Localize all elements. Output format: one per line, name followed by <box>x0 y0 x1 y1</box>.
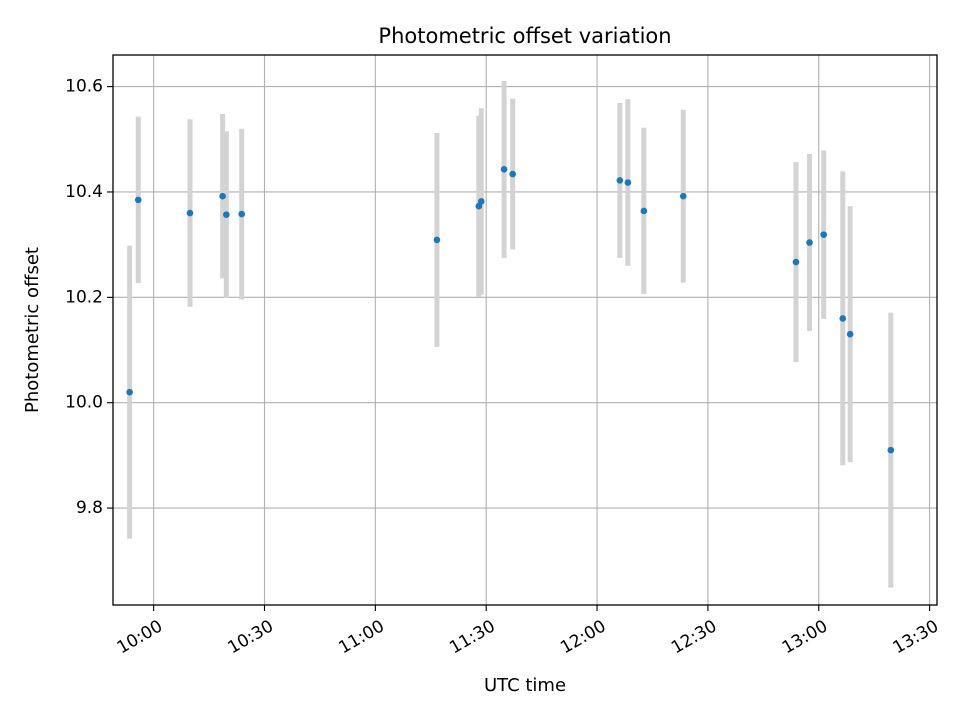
y-tick-label: 9.8 <box>76 498 103 518</box>
x-axis-label: UTC time <box>484 675 566 696</box>
data-point <box>477 198 485 205</box>
data-point <box>134 196 142 204</box>
x-tick-label: 11:00 <box>335 616 387 658</box>
y-tick-label: 10.4 <box>65 182 103 202</box>
grid-lines <box>113 55 937 605</box>
x-tick-label: 10:00 <box>114 616 166 658</box>
data-point <box>223 211 230 218</box>
y-tick-label: 10.0 <box>65 393 103 413</box>
data-point <box>616 177 624 184</box>
data-point <box>433 236 441 244</box>
chart-title: Photometric offset variation <box>378 24 671 48</box>
data-point <box>624 179 632 186</box>
data-point <box>820 231 827 238</box>
data-point <box>792 258 800 266</box>
y-tick-label: 10.6 <box>65 77 103 97</box>
error-bars <box>127 80 894 588</box>
x-tick-label: 10:30 <box>225 616 277 658</box>
x-tick-label: 11:30 <box>446 616 498 658</box>
x-tick-label: 13:30 <box>890 616 942 658</box>
data-point <box>219 192 226 200</box>
data-point <box>679 192 687 200</box>
x-tick-label: 12:00 <box>557 616 609 658</box>
plot-frame <box>112 54 938 606</box>
data-point <box>839 315 847 322</box>
x-tick-label: 13:00 <box>779 616 831 658</box>
data-point <box>509 170 516 178</box>
y-axis-ticks: 9.8 10.0 10.2 10.4 10.6 <box>65 77 113 518</box>
x-axis-ticks: 10:00 10:30 11:00 11:30 12:00 12:30 13:00 13:30 <box>114 605 942 658</box>
data-point <box>126 388 133 396</box>
y-axis-label: Photometric offset <box>22 247 43 413</box>
data-points <box>126 166 895 454</box>
data-point <box>846 330 854 338</box>
x-tick-label: 12:30 <box>668 616 720 658</box>
data-point <box>806 239 813 246</box>
data-point <box>186 209 194 217</box>
data-point <box>238 210 246 218</box>
y-tick-label: 10.2 <box>65 287 103 307</box>
data-point <box>500 166 508 173</box>
data-point <box>640 207 648 215</box>
data-point <box>887 446 895 454</box>
